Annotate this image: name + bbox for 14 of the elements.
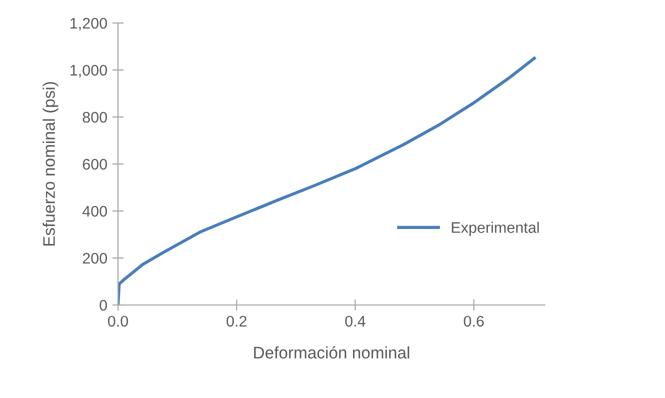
y-tick-label: 600 [82,158,107,170]
y-axis-title: Esfuerzo nominal (psi) [42,82,58,246]
x-axis-title: Deformación nominal [254,346,410,359]
x-tick-label: 0.4 [345,316,366,327]
y-tick-label: 0 [100,300,107,311]
y-tick-label: 1,000 [70,64,107,78]
x-tick-label: 0.2 [226,316,246,327]
legend-label: Experimental [452,222,539,236]
x-tick-label: 0.0 [108,316,128,327]
y-tick-label: 400 [82,206,107,217]
y-tick-label: 800 [82,112,107,123]
x-tick-label: 0.6 [464,316,484,327]
y-tick-label: 200 [82,252,107,264]
y-tick-label: 1,200 [70,18,107,30]
